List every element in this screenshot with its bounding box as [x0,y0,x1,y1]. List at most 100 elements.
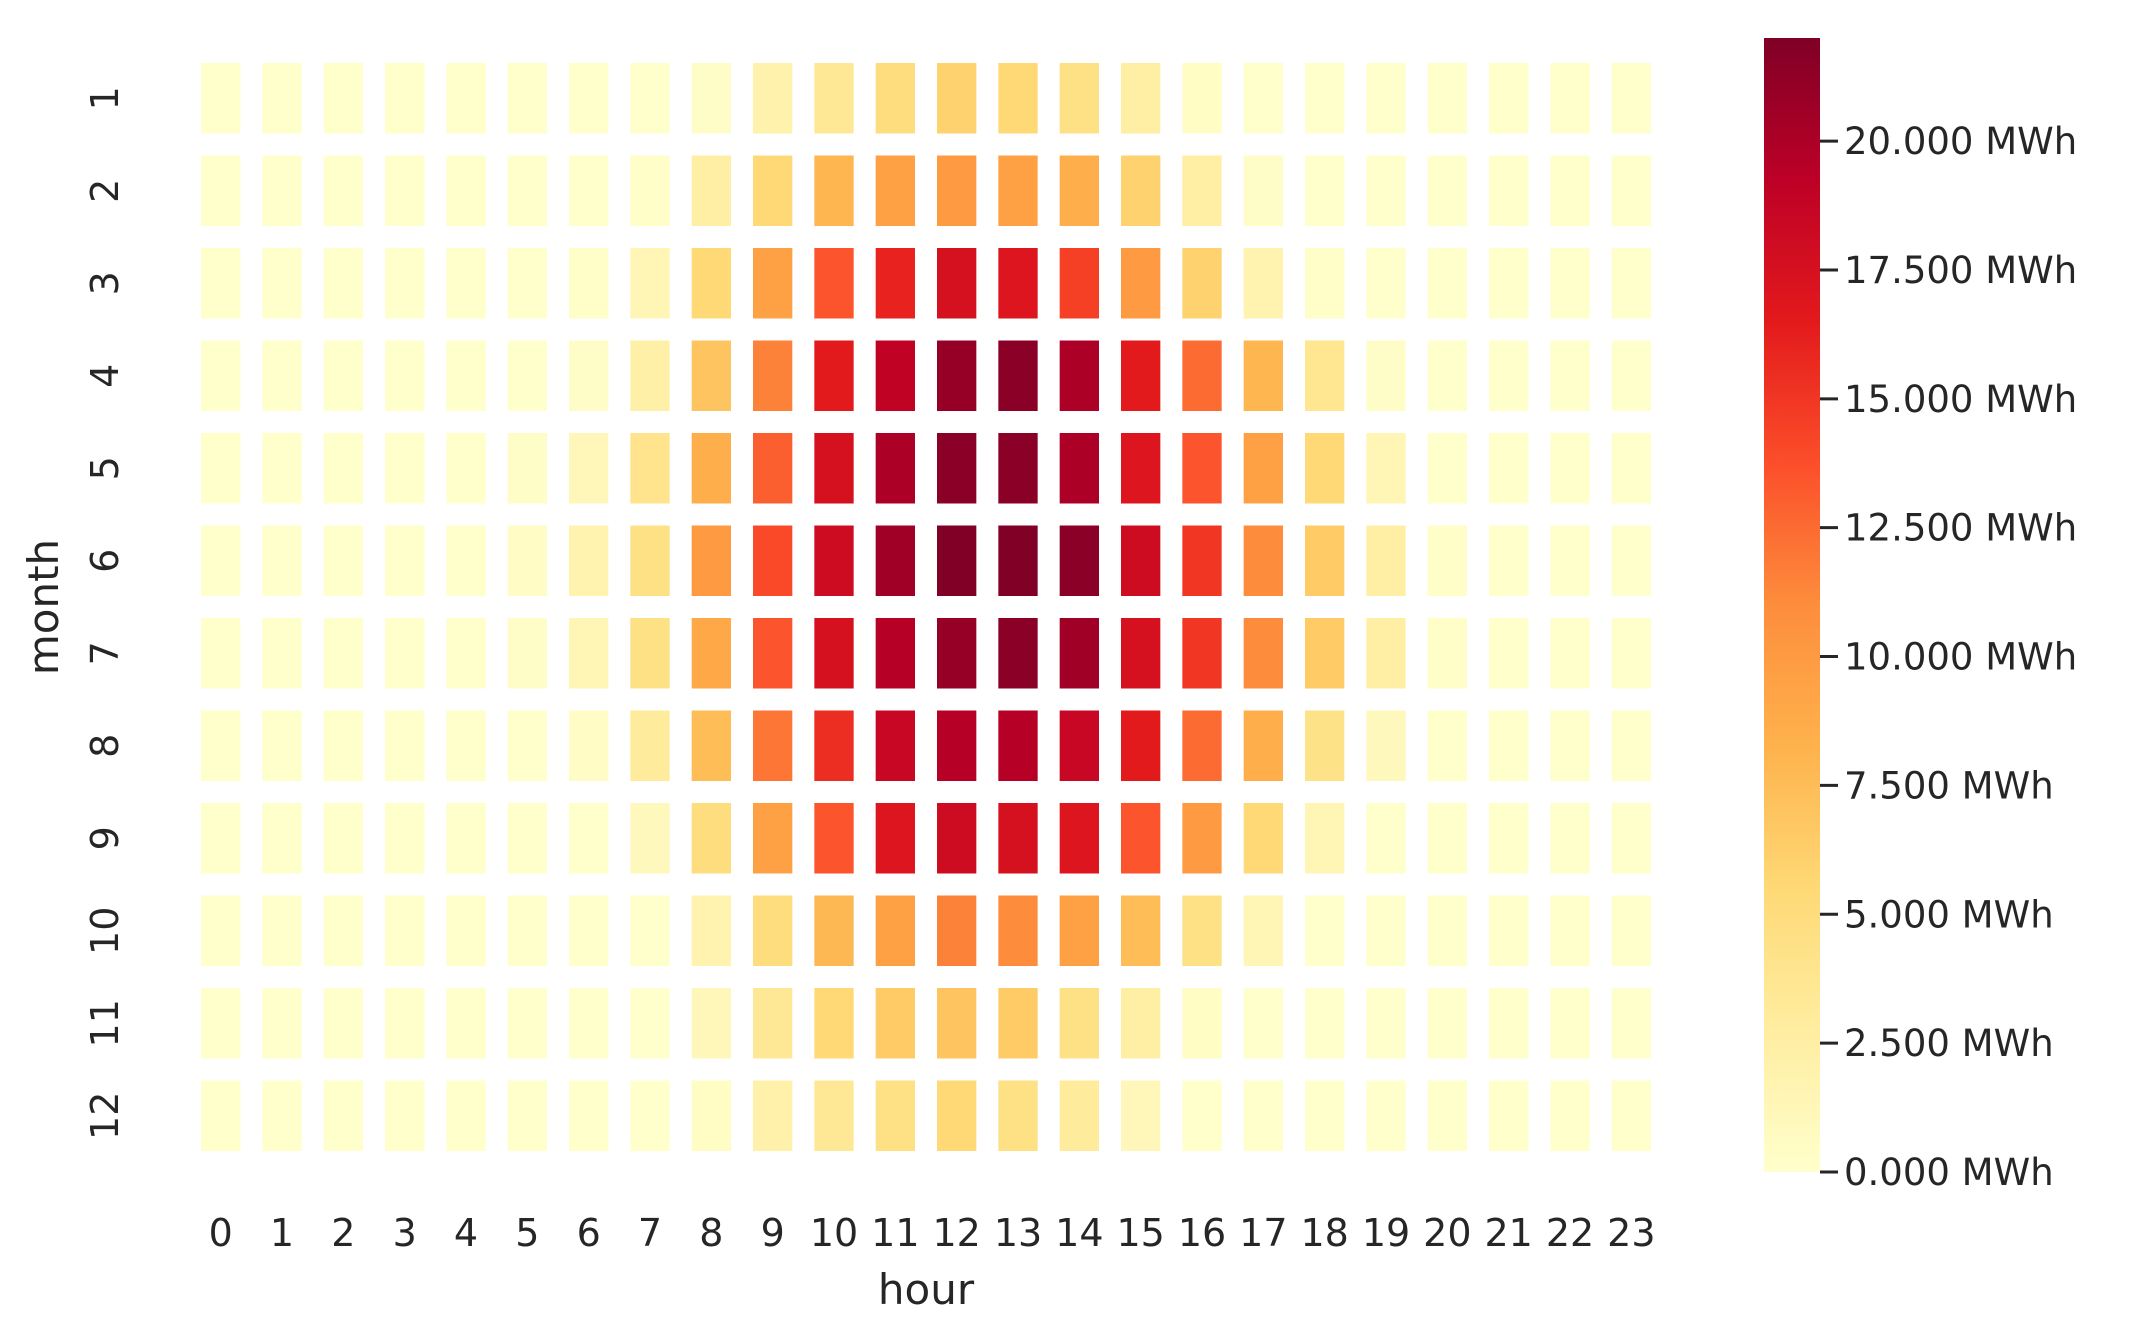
heatmap-cell [1611,63,1651,134]
x-tick-label: 3 [393,1211,417,1255]
heatmap-cell [385,63,425,134]
heatmap-cell [691,618,731,689]
heatmap-cell [1550,248,1590,319]
colorbar-tick-label: 10.000 MWh [1844,636,2077,679]
x-tick-label: 1 [270,1211,294,1255]
heatmap-cell [1489,895,1529,966]
heatmap-cell [1059,63,1099,134]
heatmap-cell [569,618,609,689]
heatmap-cell [323,248,363,319]
heatmap-cell [630,340,670,411]
heatmap-cell [1182,433,1222,504]
heatmap-cell [1366,895,1406,966]
heatmap-cell [1305,803,1345,874]
heatmap-cell [1489,988,1529,1059]
heatmap-cell [323,63,363,134]
heatmap-cell [323,710,363,781]
heatmap-cell [1305,618,1345,689]
heatmap-cell [814,710,854,781]
heatmap-cell [630,248,670,319]
heatmap-cell [753,618,793,689]
heatmap-cell [1182,618,1222,689]
heatmap-cell [1489,340,1529,411]
heatmap-cell [1611,895,1651,966]
heatmap-cell [262,710,302,781]
heatmap-cell [1059,433,1099,504]
heatmap-cell [691,248,731,319]
heatmap-cell [262,803,302,874]
heatmap-cell [385,155,425,226]
y-tick-label: 7 [83,641,127,665]
heatmap-cell [446,1080,486,1151]
heatmap-cell [753,155,793,226]
heatmap-cell [1059,248,1099,319]
heatmap-cell [1366,248,1406,319]
heatmap-cell [201,988,241,1059]
y-tick-label: 10 [83,907,127,955]
heatmap-cell [385,433,425,504]
heatmap-cell [1243,803,1283,874]
heatmap-cell [937,63,977,134]
heatmap-cell [1243,988,1283,1059]
heatmap-cell [507,63,547,134]
heatmap-cell [1059,1080,1099,1151]
heatmap-cell [507,248,547,319]
heatmap-cell [569,710,609,781]
heatmap-cell [1489,155,1529,226]
heatmap-cell [814,525,854,596]
heatmap-cell [385,248,425,319]
heatmap-cell [1489,248,1529,319]
heatmap-cell [323,340,363,411]
heatmap-cell [875,1080,915,1151]
heatmap-cell [875,895,915,966]
heatmap-cell [323,525,363,596]
heatmap-cell [446,248,486,319]
heatmap-cell [446,988,486,1059]
heatmap-cell [1366,710,1406,781]
heatmap-cell [691,525,731,596]
colorbar-tick-label: 12.500 MWh [1844,507,2077,550]
heatmap-cell [875,988,915,1059]
heatmap-cell [262,895,302,966]
heatmap-cell [1611,988,1651,1059]
heatmap-cell [201,155,241,226]
heatmap-cell [1121,803,1161,874]
heatmap-cell [814,155,854,226]
heatmap-cell [446,618,486,689]
heatmap-cell [1182,155,1222,226]
heatmap-cell [1366,988,1406,1059]
heatmap-cell [753,525,793,596]
heatmap-cell [569,803,609,874]
heatmap-cell [998,433,1038,504]
heatmap-cell [1427,803,1467,874]
heatmap-cell [1611,618,1651,689]
heatmap-cell [1611,340,1651,411]
x-tick-label: 6 [577,1211,601,1255]
heatmap-cell [569,63,609,134]
heatmap-cell [569,895,609,966]
heatmap-cell [1059,155,1099,226]
heatmap-cell [630,525,670,596]
heatmap-cell [1305,895,1345,966]
heatmap-cell [1489,63,1529,134]
heatmap-cell [1489,618,1529,689]
heatmap-cell [1611,525,1651,596]
heatmap-cell [446,155,486,226]
heatmap-cell [1427,988,1467,1059]
heatmap-cell [569,1080,609,1151]
heatmap-cell [630,155,670,226]
heatmap-cells [201,63,1651,1151]
heatmap-cell [323,803,363,874]
heatmap-cell [875,248,915,319]
heatmap-cell [262,433,302,504]
heatmap-cell [1611,710,1651,781]
heatmap-cell [814,248,854,319]
heatmap-cell [1611,1080,1651,1151]
heatmap-cell [630,63,670,134]
x-tick-label: 5 [515,1211,539,1255]
heatmap-cell [875,525,915,596]
heatmap-cell [1182,248,1222,319]
heatmap-cell [814,803,854,874]
heatmap-cell [1243,525,1283,596]
